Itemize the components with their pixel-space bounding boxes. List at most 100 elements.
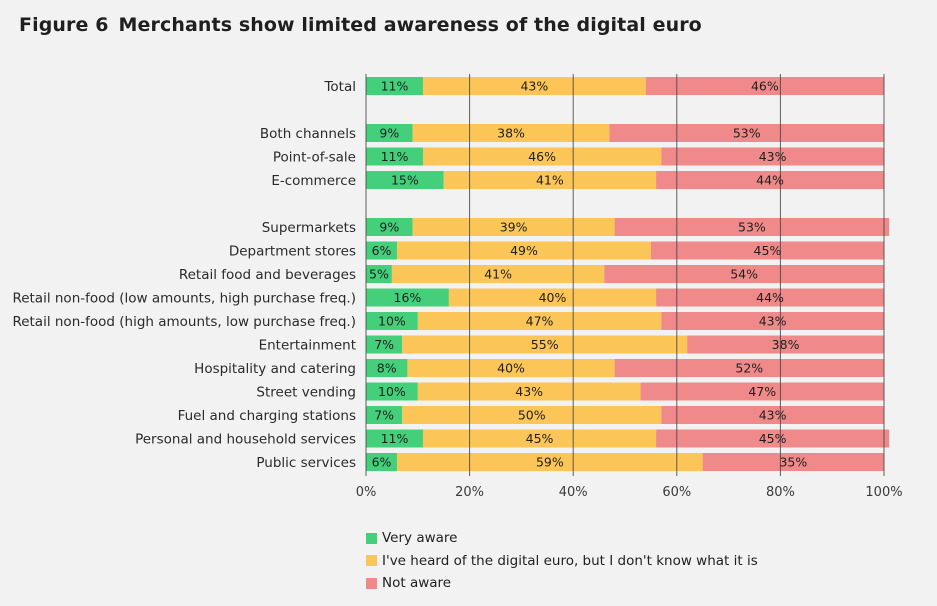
bar-segment-heard — [402, 406, 662, 424]
bar-segment-heard — [402, 335, 688, 354]
x-tick-label: 80% — [766, 485, 795, 500]
data-label-very-aware: 15% — [391, 173, 419, 188]
bar-segment-heard — [397, 453, 703, 471]
bar-segment-not-aware — [609, 124, 884, 142]
data-label-very-aware: 10% — [378, 314, 406, 329]
bar-segment-very-aware — [366, 147, 423, 166]
bar-segment-not-aware — [687, 335, 884, 354]
bar-segment-not-aware — [702, 453, 884, 471]
bar-segment-not-aware — [614, 218, 890, 236]
bar-segment-heard — [407, 359, 615, 377]
x-tick-label: 20% — [455, 485, 484, 500]
bar-segment-very-aware — [366, 453, 398, 471]
category-label: Entertainment — [259, 338, 356, 354]
data-label-heard: 41% — [536, 173, 564, 188]
data-label-heard: 40% — [539, 290, 567, 305]
data-label-not-aware: 43% — [759, 149, 787, 164]
category-label: Personal and household services — [135, 432, 356, 448]
data-label-heard: 59% — [536, 455, 564, 470]
legend-swatch-very-aware — [366, 532, 377, 544]
bar-segment-very-aware — [366, 124, 413, 142]
bar-segment-heard — [448, 288, 657, 307]
data-label-heard: 40% — [497, 361, 525, 376]
data-label-very-aware: 11% — [381, 149, 409, 164]
data-label-heard: 45% — [526, 431, 554, 446]
bar-segment-very-aware — [366, 312, 418, 330]
x-tick-label: 0% — [356, 485, 377, 500]
legend-item-heard: I've heard of the digital euro, but I do… — [366, 550, 758, 573]
data-label-very-aware: 16% — [394, 290, 422, 305]
bar-segment-not-aware — [656, 171, 884, 189]
bar-segment-heard — [422, 77, 646, 95]
bar-segment-heard — [391, 265, 605, 283]
data-label-not-aware: 45% — [759, 431, 787, 446]
bar-segment-heard — [412, 218, 615, 236]
category-label: Department stores — [229, 244, 356, 260]
data-label-not-aware: 54% — [730, 267, 758, 282]
data-label-very-aware: 6% — [372, 243, 392, 258]
bar-segment-heard — [417, 312, 662, 330]
bar-segment-very-aware — [366, 77, 423, 95]
data-label-very-aware: 7% — [374, 408, 394, 423]
data-label-heard: 55% — [531, 337, 559, 352]
data-label-heard: 43% — [515, 384, 543, 399]
bar-segment-heard — [443, 171, 657, 189]
legend-label-not-aware: Not aware — [382, 575, 452, 592]
chart-title: Figure 6 Merchants show limited awareness… — [19, 14, 702, 36]
data-label-not-aware: 44% — [756, 290, 784, 305]
data-label-not-aware: 44% — [756, 173, 784, 188]
data-label-heard: 49% — [510, 243, 538, 258]
bar-segment-very-aware — [366, 218, 413, 236]
data-label-heard: 46% — [528, 149, 556, 164]
data-label-very-aware: 11% — [381, 79, 409, 94]
data-label-not-aware: 43% — [759, 314, 787, 329]
category-label: Retail non-food (low amounts, high purch… — [12, 291, 356, 307]
category-label: Street vending — [256, 385, 356, 401]
data-label-very-aware: 9% — [379, 220, 399, 235]
data-label-very-aware: 6% — [372, 455, 392, 470]
bar-segment-very-aware — [366, 241, 398, 260]
figure-number: Figure 6 — [19, 14, 109, 36]
data-label-heard: 38% — [497, 126, 525, 141]
data-label-not-aware: 45% — [754, 243, 782, 258]
data-label-heard: 41% — [484, 267, 512, 282]
bar-segment-very-aware — [366, 171, 444, 189]
data-label-very-aware: 10% — [378, 384, 406, 399]
data-label-very-aware: 11% — [381, 431, 409, 446]
data-label-not-aware: 35% — [779, 455, 807, 470]
bar-segment-not-aware — [661, 406, 884, 424]
bar-segment-very-aware — [366, 335, 403, 354]
data-label-not-aware: 46% — [751, 79, 779, 94]
data-label-not-aware: 38% — [772, 337, 800, 352]
category-label: Supermarkets — [262, 220, 356, 236]
category-label: Both channels — [260, 126, 356, 142]
legend-label-heard: I've heard of the digital euro, but I do… — [382, 552, 758, 569]
stacked-bar-chart: Total Both channels Point-of-sale E-commerc… — [12, 74, 903, 500]
legend-label-very-aware: Very aware — [382, 530, 458, 547]
bar-segment-heard — [422, 429, 657, 448]
data-label-heard: 47% — [526, 314, 554, 329]
category-label: Retail food and beverages — [179, 267, 356, 283]
data-label-not-aware: 52% — [735, 361, 763, 376]
category-label: Retail non-food (high amounts, low purch… — [12, 314, 356, 330]
chart-legend: Very aware I've heard of the digital eur… — [366, 527, 758, 595]
data-label-very-aware: 7% — [374, 337, 394, 352]
legend-swatch-heard — [366, 555, 377, 567]
bar-segment-very-aware — [366, 382, 418, 401]
bar-segment-heard — [417, 382, 641, 401]
category-label: Point-of-sale — [273, 150, 356, 166]
bar-segment-heard — [412, 124, 610, 142]
bar-segment-not-aware — [645, 77, 884, 95]
bar-segment-very-aware — [366, 406, 403, 424]
category-label: Fuel and charging stations — [178, 408, 356, 424]
data-label-heard: 43% — [520, 79, 548, 94]
data-label-heard: 39% — [500, 220, 528, 235]
bar-segment-not-aware — [656, 288, 884, 307]
data-label-very-aware: 5% — [369, 267, 389, 282]
data-label-heard: 50% — [518, 408, 546, 423]
x-tick-label: 60% — [662, 485, 691, 500]
legend-item-not-aware: Not aware — [366, 572, 758, 595]
legend-swatch-not-aware — [366, 577, 377, 589]
bar-segment-not-aware — [650, 241, 884, 260]
bar-segment-very-aware — [366, 359, 408, 377]
